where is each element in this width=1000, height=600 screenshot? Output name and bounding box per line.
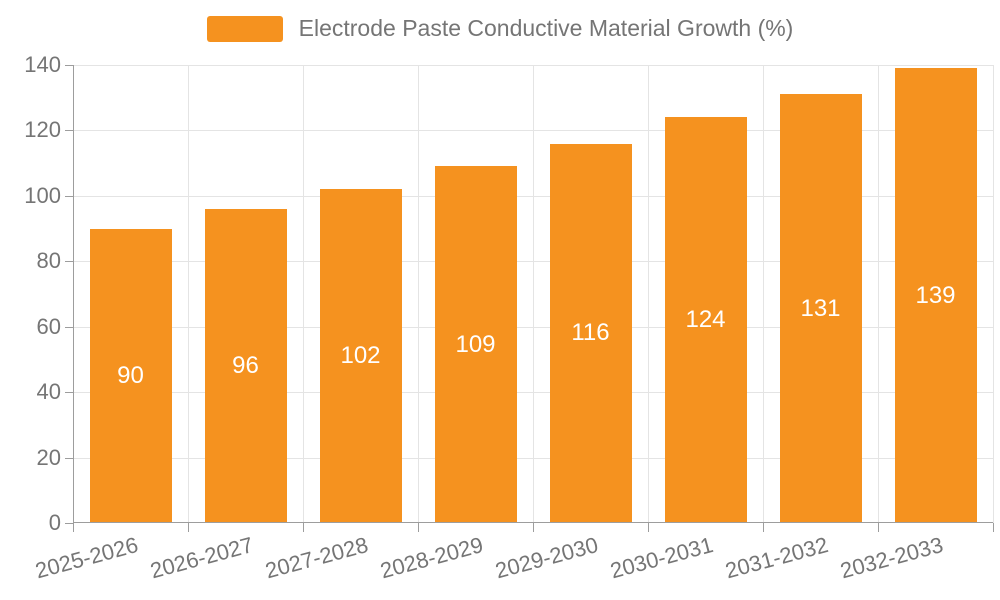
y-tick-label: 60 bbox=[36, 313, 61, 339]
x-tick-mark bbox=[878, 523, 879, 532]
x-tick-label: 2028-2029 bbox=[377, 532, 486, 584]
bar-value-label: 139 bbox=[915, 281, 956, 309]
x-tick-label: 2025-2026 bbox=[32, 532, 141, 584]
bar[interactable] bbox=[664, 117, 747, 523]
x-tick-label: 2029-2030 bbox=[492, 532, 601, 584]
y-tick-label: 120 bbox=[24, 117, 61, 143]
x-tick-label: 2026-2027 bbox=[147, 532, 256, 584]
bar-value-label: 131 bbox=[800, 294, 841, 322]
x-tick-label: 2027-2028 bbox=[262, 532, 371, 584]
gridline-vertical bbox=[878, 65, 879, 523]
x-tick-mark bbox=[763, 523, 764, 532]
x-tick-mark bbox=[533, 523, 534, 532]
legend-swatch-icon bbox=[206, 15, 283, 42]
x-tick-mark bbox=[418, 523, 419, 532]
x-tick-label: 2031-2032 bbox=[722, 532, 831, 584]
y-tick-mark bbox=[65, 65, 73, 66]
x-tick-mark bbox=[648, 523, 649, 532]
x-tick-mark bbox=[188, 523, 189, 532]
bar[interactable] bbox=[204, 208, 287, 523]
x-tick-mark bbox=[303, 523, 304, 532]
bar[interactable] bbox=[894, 68, 977, 523]
y-tick-label: 100 bbox=[24, 182, 61, 208]
y-tick-label: 20 bbox=[36, 444, 61, 470]
legend-label: Electrode Paste Conductive Material Grow… bbox=[298, 15, 794, 41]
bar[interactable] bbox=[434, 166, 517, 523]
y-axis-line bbox=[73, 65, 74, 523]
y-tick-label: 0 bbox=[48, 510, 61, 535]
y-tick-mark bbox=[65, 523, 73, 524]
gridline-vertical bbox=[418, 65, 419, 523]
bar[interactable] bbox=[779, 94, 862, 523]
x-tick-label: 2032-2033 bbox=[837, 532, 946, 584]
y-tick-mark bbox=[65, 326, 73, 328]
plot-area: 90 96 102 109 116 124 131 139 bbox=[65, 65, 994, 532]
gridline-vertical bbox=[188, 65, 189, 523]
bar-value-label: 109 bbox=[455, 330, 496, 358]
y-tick-mark bbox=[65, 392, 73, 394]
y-tick-mark bbox=[65, 130, 73, 132]
bar[interactable] bbox=[549, 143, 632, 523]
y-tick-mark bbox=[65, 457, 73, 459]
y-tick-mark bbox=[65, 261, 73, 263]
gridline-vertical bbox=[648, 65, 649, 523]
x-tick-label: 2030-2031 bbox=[607, 532, 716, 584]
legend-item[interactable]: Electrode Paste Conductive Material Grow… bbox=[0, 15, 1000, 42]
bar-value-label: 116 bbox=[571, 319, 610, 347]
gridline-vertical bbox=[303, 65, 304, 523]
gridline-vertical bbox=[993, 65, 994, 523]
x-axis-line bbox=[73, 522, 993, 523]
bar[interactable] bbox=[89, 228, 172, 523]
gridline-vertical bbox=[763, 65, 764, 523]
bar-value-label: 102 bbox=[340, 342, 381, 370]
y-tick-label: 140 bbox=[24, 52, 61, 77]
x-tick-mark bbox=[73, 523, 74, 532]
bar-value-label: 90 bbox=[117, 361, 144, 389]
gridline-vertical bbox=[533, 65, 534, 523]
bar-value-label: 96 bbox=[232, 351, 259, 379]
y-tick-label: 80 bbox=[36, 248, 61, 274]
y-tick-mark bbox=[65, 195, 73, 197]
y-tick-label: 40 bbox=[36, 379, 61, 405]
bar-value-label: 124 bbox=[685, 306, 726, 334]
bar[interactable] bbox=[319, 189, 402, 523]
x-tick-mark bbox=[993, 523, 994, 532]
